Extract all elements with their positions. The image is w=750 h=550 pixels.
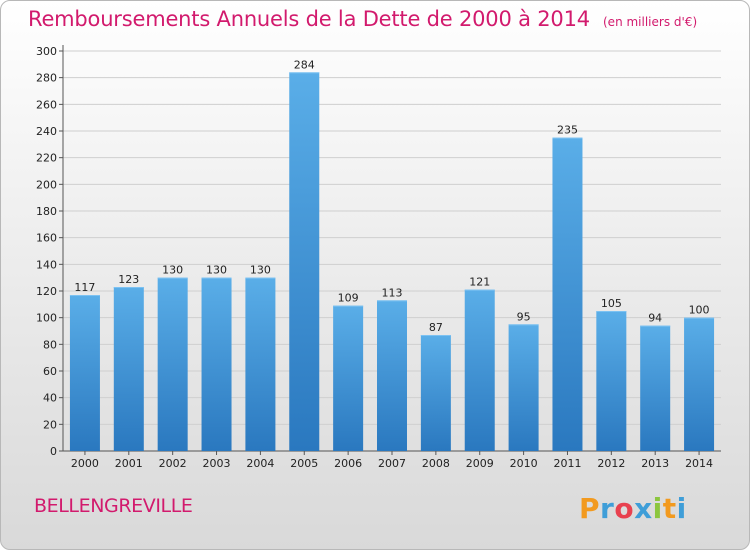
bar-chart: 0 20 40 60 80 100 120 140 160 180 200 220 240 260 280 3… [36,45,721,470]
chart-header: Remboursements Annuels de la Dette de 20… [28,7,697,31]
chart-unit: (en milliers d'€) [603,15,698,29]
x-tick-label: 2009 [466,457,494,470]
y-tick-label: 280 [36,72,57,85]
bar-value-label: 117 [74,281,95,294]
bar-2014 [684,317,715,451]
x-tick-label: 2003 [203,457,231,470]
bar-2006 [333,305,364,451]
y-tick-label: 240 [36,125,57,138]
proxiti-logo: Proxiti [579,492,687,525]
bar-2008 [420,335,451,451]
x-tick-label: 2011 [553,457,581,470]
bars [69,72,715,451]
bar-2007 [377,300,407,451]
y-tick-label: 300 [36,45,57,58]
bar-value-label: 100 [689,304,710,317]
y-tick-label: 80 [43,338,57,351]
bar-2013 [640,325,671,451]
bar-value-label: 130 [250,264,271,277]
y-tick-label: 20 [43,418,57,431]
bar-2004 [245,277,276,451]
x-tick-label: 2014 [685,457,713,470]
bar-2005 [289,72,320,451]
bar-2011 [552,137,583,451]
y-tick-label: 180 [36,205,57,218]
bar-value-label: 109 [338,292,359,305]
x-tick-label: 2000 [71,457,99,470]
x-tick-label: 2004 [246,457,274,470]
bar-value-label: 123 [118,273,139,286]
bar-2001 [113,287,144,451]
x-tick-label: 2001 [115,457,143,470]
y-tick-label: 220 [36,152,57,165]
bar-2002 [157,277,188,451]
bar-value-label: 130 [162,264,183,277]
x-tick-label: 2010 [510,457,538,470]
bar-value-label: 87 [429,321,443,334]
y-tick-label: 160 [36,232,57,245]
x-tick-label: 2012 [597,457,625,470]
bar-value-label: 94 [648,312,662,325]
bar-value-label: 130 [206,264,227,277]
commune-name: BELLENGREVILLE [34,495,193,517]
bar-value-label: 113 [382,286,403,299]
bar-value-label: 95 [517,310,531,323]
x-tick-label: 2007 [378,457,406,470]
svg-text:Proxiti: Proxiti [579,492,687,525]
bar-2000 [69,295,100,451]
bar-2003 [201,277,232,451]
x-tick-label: 2013 [641,457,669,470]
y-tick-label: 60 [43,365,57,378]
y-tick-label: 40 [43,392,57,405]
x-tick-label: 2002 [159,457,187,470]
bar-value-label: 235 [557,124,578,137]
bar-value-label: 121 [469,276,490,289]
bar-value-label: 284 [294,58,315,71]
y-tick-label: 140 [36,258,57,271]
bar-2009 [464,289,495,451]
y-tick-label: 260 [36,98,57,111]
x-tick-label: 2008 [422,457,450,470]
chart-title: Remboursements Annuels de la Dette de 20… [28,7,590,31]
y-tick-label: 0 [50,445,57,458]
labels: 0 20 40 60 80 100 120 140 160 180 200 220 240 260 280 3… [36,45,713,470]
y-tick-label: 100 [36,312,57,325]
x-tick-label: 2006 [334,457,362,470]
y-tick-label: 200 [36,178,57,191]
y-tick-label: 120 [36,285,57,298]
bar-2010 [508,324,539,451]
bar-value-label: 105 [601,297,622,310]
bar-2012 [596,311,627,451]
x-tick-label: 2005 [290,457,318,470]
